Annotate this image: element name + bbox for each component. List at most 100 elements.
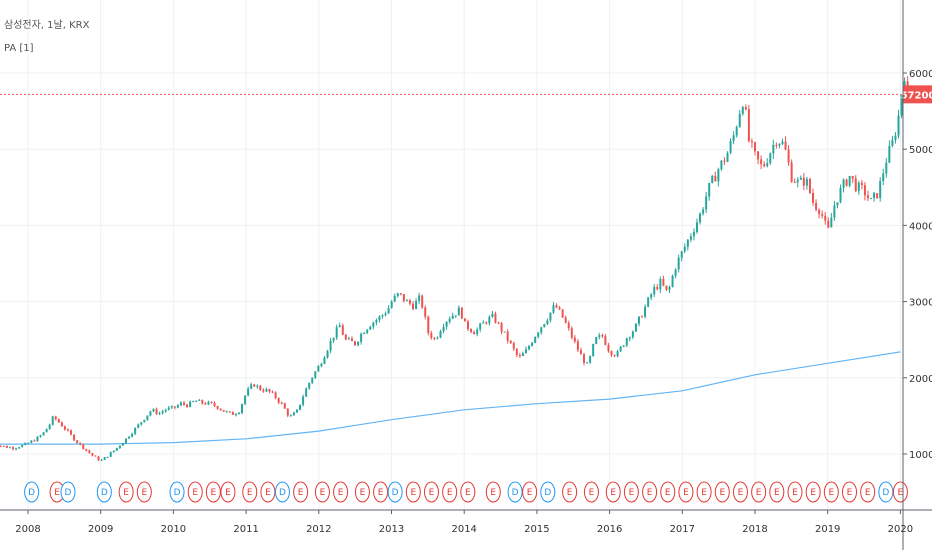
down-candle xyxy=(793,182,796,184)
y-tick-label: 20000 xyxy=(909,374,932,385)
up-candle xyxy=(702,209,705,214)
down-candle xyxy=(662,278,665,286)
up-candle xyxy=(357,341,360,346)
earnings-event-label: E xyxy=(360,488,366,498)
earnings-event-marker xyxy=(187,481,203,503)
x-tick-label: 2015 xyxy=(524,524,549,535)
indicator-legend[interactable]: PA [1] xyxy=(4,43,34,54)
up-candle xyxy=(870,198,873,200)
up-candle xyxy=(250,384,253,389)
earnings-event-label: E xyxy=(265,488,271,498)
up-candle xyxy=(237,412,240,415)
down-candle xyxy=(845,179,848,186)
down-candle xyxy=(754,142,756,152)
down-candle xyxy=(564,317,567,323)
up-candle xyxy=(711,175,714,183)
down-candle xyxy=(88,450,91,453)
y-tick-label: 30000 xyxy=(909,298,932,309)
up-candle xyxy=(418,295,421,301)
up-candle xyxy=(680,251,683,258)
down-candle xyxy=(604,336,607,345)
last-price-line-layer: 57200 xyxy=(0,85,932,104)
up-candle xyxy=(717,169,720,182)
down-candle xyxy=(851,175,854,179)
up-candle xyxy=(207,401,210,405)
down-candle xyxy=(210,401,213,403)
x-tick-label: 2012 xyxy=(306,524,331,535)
x-tick-label: 2013 xyxy=(379,524,404,535)
earnings-event-marker xyxy=(522,481,538,503)
up-candle xyxy=(637,316,640,324)
down-candle xyxy=(808,178,811,193)
up-candle xyxy=(375,320,378,323)
down-candle xyxy=(216,406,219,409)
earnings-event-marker xyxy=(460,481,476,503)
dividend-event-label: D xyxy=(174,488,181,498)
down-candle xyxy=(601,335,604,337)
up-candle xyxy=(631,331,634,338)
up-candle xyxy=(537,332,540,337)
up-candle xyxy=(149,411,152,416)
up-candle xyxy=(457,307,460,316)
down-candle xyxy=(186,404,189,408)
down-candle xyxy=(79,442,82,445)
down-candle xyxy=(790,162,793,183)
down-candle xyxy=(750,141,753,143)
earnings-event-label: E xyxy=(629,488,635,498)
symbol-legend[interactable]: 삼성전자, 1날, KRX xyxy=(4,20,90,31)
down-candle xyxy=(12,447,15,450)
up-candle xyxy=(241,403,244,413)
up-candle xyxy=(140,422,143,425)
dividend-event-marker xyxy=(507,481,523,503)
up-candle xyxy=(857,182,860,192)
up-candle xyxy=(134,427,137,434)
down-candle xyxy=(97,456,100,461)
up-candle xyxy=(534,336,537,343)
up-candle xyxy=(299,404,302,410)
earnings-event-label: E xyxy=(320,488,326,498)
dividend-event-label: D xyxy=(279,488,286,498)
down-candle xyxy=(570,328,573,338)
down-candle xyxy=(567,322,570,329)
up-candle xyxy=(589,356,592,363)
up-candle xyxy=(692,231,695,237)
earnings-event-label: E xyxy=(141,488,147,498)
up-candle xyxy=(708,182,711,197)
down-candle xyxy=(341,325,344,335)
up-candle xyxy=(628,337,631,339)
up-candle xyxy=(720,160,723,170)
x-tick-label: 2018 xyxy=(742,524,767,535)
earnings-event-label: E xyxy=(665,488,671,498)
up-candle xyxy=(305,388,308,397)
down-candle xyxy=(512,343,515,349)
up-candle xyxy=(15,448,18,450)
up-candle xyxy=(436,337,439,339)
earnings-event-label: E xyxy=(211,488,217,498)
down-candle xyxy=(757,151,760,160)
up-candle xyxy=(189,401,192,408)
up-candle xyxy=(195,400,198,402)
earnings-event-label: E xyxy=(738,488,744,498)
y-tick-label: 10000 xyxy=(909,450,932,461)
up-candle xyxy=(137,424,140,428)
up-candle xyxy=(36,436,39,442)
down-candle xyxy=(421,295,424,308)
last-price-label: 57200 xyxy=(901,90,932,101)
up-candle xyxy=(671,275,674,287)
up-candle xyxy=(595,337,598,344)
down-candle xyxy=(506,331,509,341)
up-candle xyxy=(146,415,149,420)
up-candle xyxy=(42,432,45,436)
down-candle xyxy=(854,178,857,192)
up-candle xyxy=(836,202,839,206)
up-candle xyxy=(323,357,326,364)
earnings-event-label: E xyxy=(810,488,816,498)
down-candle xyxy=(201,399,204,404)
down-candle xyxy=(775,144,778,146)
earnings-event-marker xyxy=(751,481,767,503)
down-candle xyxy=(561,309,564,318)
